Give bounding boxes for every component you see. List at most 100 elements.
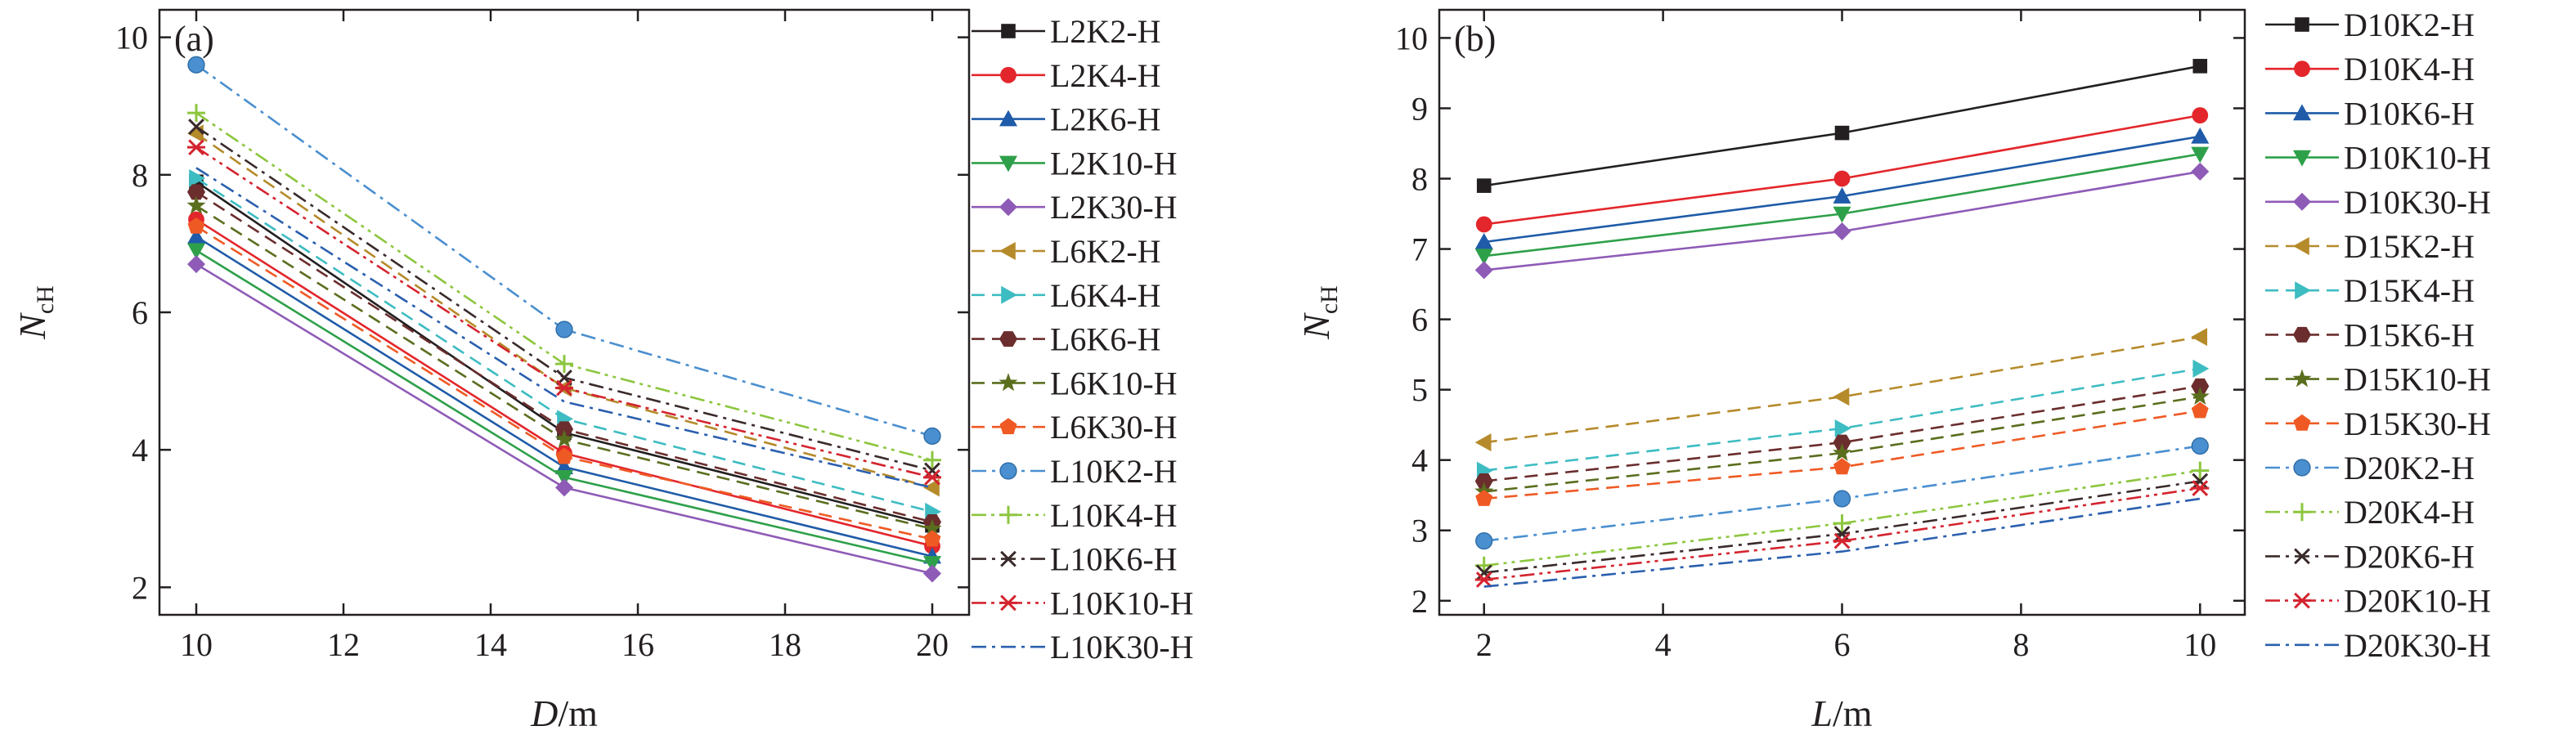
x-axis-label: D/m bbox=[530, 692, 598, 734]
legend-marker bbox=[1000, 550, 1016, 567]
data-point bbox=[1475, 532, 1493, 550]
x-tick-label: 12 bbox=[327, 626, 360, 663]
legend-label: L10K10-H bbox=[1050, 585, 1194, 621]
series-D15K6-H bbox=[1474, 378, 2210, 490]
legend-label: L6K4-H bbox=[1050, 277, 1161, 314]
legend-marker bbox=[999, 462, 1017, 480]
y-tick-label: 6 bbox=[132, 294, 148, 331]
y-tick-label: 3 bbox=[1411, 513, 1428, 549]
data-point bbox=[2191, 146, 2210, 164]
x-axis-label: L/m bbox=[1811, 692, 1872, 734]
legend-marker bbox=[2292, 369, 2312, 388]
data-point bbox=[1833, 458, 1851, 475]
legend-marker bbox=[1000, 66, 1016, 83]
legend-marker bbox=[2293, 237, 2309, 255]
series-D20K10-H bbox=[1474, 480, 2210, 588]
series-D10K30-H bbox=[1474, 162, 2210, 280]
data-point bbox=[1834, 419, 1851, 437]
legend-label: D15K4-H bbox=[2344, 272, 2475, 309]
series-line bbox=[195, 235, 933, 558]
legend-label: L2K6-H bbox=[1050, 101, 1161, 138]
data-point bbox=[555, 355, 573, 374]
legend-label: D10K10-H bbox=[2344, 140, 2491, 177]
data-point bbox=[1833, 170, 1851, 187]
legend-label: D20K10-H bbox=[2344, 583, 2491, 620]
data-point bbox=[2192, 359, 2210, 378]
data-point bbox=[1474, 249, 1493, 266]
series-D10K2-H bbox=[1476, 59, 2208, 193]
legend-label: D10K30-H bbox=[2344, 184, 2491, 221]
data-point bbox=[2191, 162, 2210, 181]
legend-marker bbox=[2293, 150, 2311, 167]
series-D20K6-H bbox=[1475, 473, 2209, 581]
data-point bbox=[2192, 107, 2209, 123]
x-tick-label: 2 bbox=[1476, 626, 1492, 663]
data-point bbox=[2191, 480, 2210, 496]
series-L6K10-H bbox=[186, 195, 942, 537]
y-axis-label-sub: cH bbox=[32, 285, 59, 314]
x-tick-label: 14 bbox=[474, 626, 507, 663]
legend-marker bbox=[999, 242, 1016, 260]
data-point bbox=[1833, 434, 1851, 450]
data-point bbox=[923, 478, 940, 497]
data-point bbox=[187, 104, 205, 123]
x-tick-label: 18 bbox=[769, 626, 801, 663]
data-point bbox=[554, 429, 574, 448]
series-L10K30-H bbox=[195, 167, 933, 489]
y-tick-label: 4 bbox=[132, 432, 148, 468]
data-point bbox=[1833, 490, 1851, 508]
y-tick-label: 9 bbox=[1411, 90, 1428, 127]
x-tick-label: 16 bbox=[622, 626, 654, 663]
legend-marker bbox=[999, 155, 1017, 173]
series-D15K10-H bbox=[1474, 387, 2210, 500]
data-point bbox=[923, 530, 941, 547]
data-point bbox=[1834, 125, 1850, 141]
data-point bbox=[1833, 526, 1851, 542]
series-L2K6-H bbox=[187, 227, 941, 564]
series-line bbox=[1483, 335, 2201, 444]
data-point bbox=[2191, 437, 2209, 455]
data-point bbox=[1475, 490, 1493, 506]
y-tick-label: 8 bbox=[1411, 161, 1428, 198]
data-point bbox=[188, 119, 204, 135]
legend: D10K2-H D10K4-H D10K6-H D10K10-H D10K30-H D15… bbox=[2265, 7, 2491, 664]
legend-label: D10K2-H bbox=[2344, 7, 2475, 43]
series-D20K2-H bbox=[1475, 437, 2209, 550]
data-point bbox=[1833, 206, 1851, 223]
legend-label: L2K10-H bbox=[1050, 145, 1178, 182]
series-D15K2-H bbox=[1474, 328, 2208, 452]
legend-marker bbox=[2294, 548, 2310, 565]
data-point bbox=[187, 243, 205, 260]
y-axis-label-sub: cH bbox=[1316, 285, 1343, 314]
legend-marker bbox=[1001, 24, 1016, 38]
legend-marker bbox=[2293, 459, 2311, 477]
legend-label: D15K2-H bbox=[2344, 228, 2475, 265]
legend-label: L2K30-H bbox=[1050, 189, 1178, 226]
data-point bbox=[555, 421, 573, 437]
data-point bbox=[1475, 216, 1492, 233]
legend-label: D10K4-H bbox=[2344, 51, 2475, 87]
data-point bbox=[923, 556, 941, 572]
data-point bbox=[923, 468, 941, 486]
data-point bbox=[1832, 442, 1852, 461]
legend-marker bbox=[999, 418, 1017, 435]
legend-label: L6K6-H bbox=[1050, 321, 1161, 358]
legend-marker bbox=[999, 198, 1017, 217]
legend-marker bbox=[2293, 104, 2311, 121]
panel-label: (a) bbox=[174, 19, 214, 59]
data-point bbox=[922, 518, 942, 537]
series-line bbox=[195, 249, 933, 565]
data-point bbox=[555, 447, 573, 464]
legend-label: L2K2-H bbox=[1050, 13, 1161, 50]
data-point bbox=[923, 564, 941, 583]
series-D20K30-H bbox=[1483, 497, 2201, 588]
legend-marker bbox=[999, 505, 1017, 524]
x-tick-label: 4 bbox=[1655, 626, 1672, 663]
legend-marker bbox=[2295, 17, 2309, 32]
legend-label: D20K2-H bbox=[2344, 450, 2475, 486]
series-L6K30-H bbox=[187, 217, 941, 547]
legend-label: L10K30-H bbox=[1050, 629, 1194, 666]
series-line bbox=[195, 167, 933, 489]
x-tick-label: 10 bbox=[180, 626, 213, 663]
y-tick-label: 2 bbox=[1411, 583, 1428, 620]
